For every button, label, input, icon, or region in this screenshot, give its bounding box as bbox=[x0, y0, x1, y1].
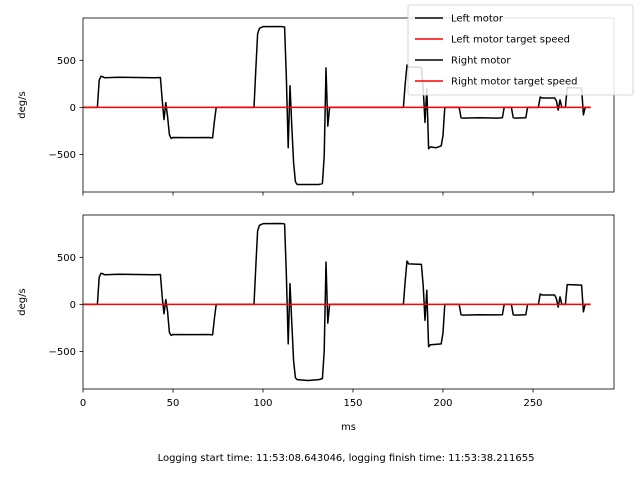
x-tick-label: 100 bbox=[253, 398, 272, 409]
y-axis-label: deg/s bbox=[17, 91, 28, 118]
legend-entry: Left motor bbox=[451, 14, 504, 25]
subplot-1 bbox=[79, 17, 615, 196]
legend bbox=[407, 4, 634, 96]
y-axis-label: deg/s bbox=[17, 288, 28, 315]
y-tick-label: −500 bbox=[49, 150, 76, 161]
series-line-1-1 bbox=[83, 25, 591, 186]
axes-frame-1 bbox=[82, 17, 615, 193]
series-line-2-1 bbox=[83, 222, 591, 382]
y-tick-label: 0 bbox=[70, 300, 76, 311]
x-axis-label: ms bbox=[341, 422, 356, 433]
y-tick-label: 500 bbox=[57, 253, 76, 264]
legend-entry: Right motor target speed bbox=[451, 77, 578, 88]
legend-box bbox=[407, 4, 634, 96]
y-tick-label: 500 bbox=[57, 56, 76, 67]
axes-frame-2 bbox=[82, 214, 615, 390]
x-tick-label: 0 bbox=[80, 398, 86, 409]
y-tick-label: 0 bbox=[70, 103, 76, 114]
logging-caption: Logging start time: 11:53:08.643046, log… bbox=[158, 453, 535, 464]
y-tick-label: −500 bbox=[49, 347, 76, 358]
x-tick-label: 200 bbox=[433, 398, 452, 409]
legend-entry: Left motor target speed bbox=[451, 35, 570, 46]
legend-entry: Right motor bbox=[451, 56, 511, 67]
x-tick-label: 150 bbox=[343, 398, 362, 409]
x-tick-label: 50 bbox=[167, 398, 180, 409]
subplot-2 bbox=[79, 214, 615, 393]
x-tick-label: 250 bbox=[523, 398, 542, 409]
